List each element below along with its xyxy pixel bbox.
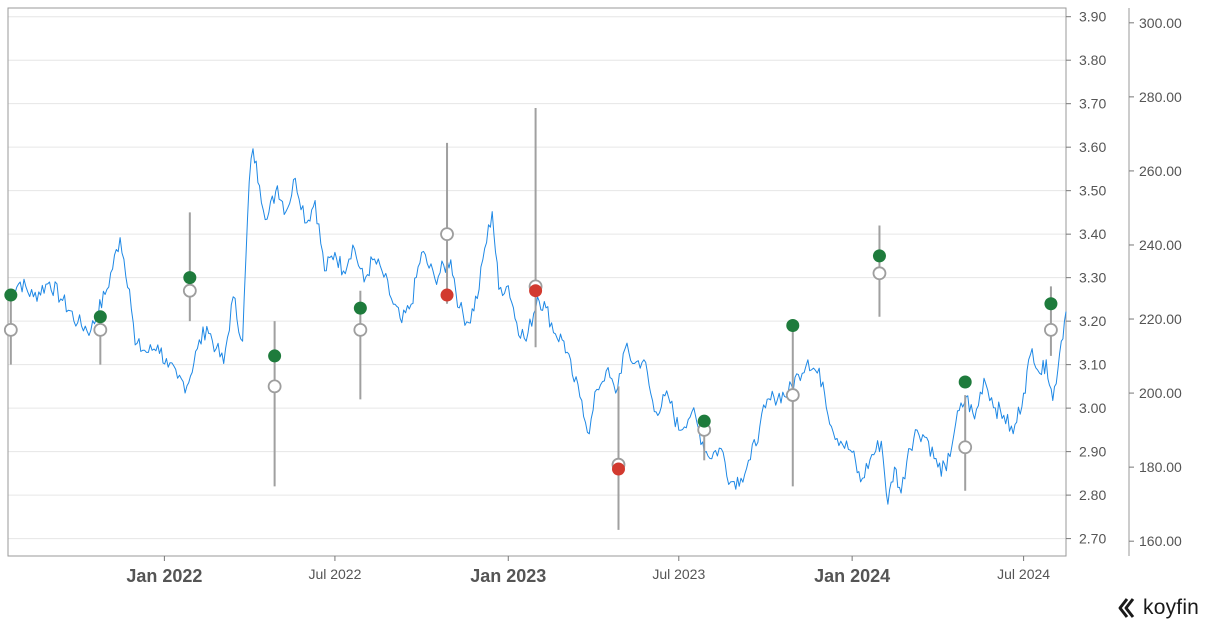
price-axis-tick-label: 180.00 [1139,459,1182,475]
eps-actual-beat-marker [183,271,197,285]
eps-events [3,108,1058,530]
price-series-line [7,148,1067,505]
eps-axis-tick-label: 3.50 [1079,183,1106,199]
x-axis-tick-label: Jul 2024 [997,566,1050,582]
eps-actual-beat-marker [1044,297,1058,311]
eps-axis-tick-label: 3.40 [1079,226,1106,242]
eps-estimate-marker [353,322,368,337]
eps-axis-tick-label: 3.10 [1079,357,1106,373]
x-axis: Jan 2022 Jul 2022 Jan 2023 Jul 2023 Jan 2024… [126,556,1050,586]
eps-estimate-marker [182,283,197,298]
x-axis-tick-label: Jan 2024 [814,566,890,586]
eps-actual-beat-marker [353,301,367,315]
eps-estimate-marker [440,227,454,242]
eps-actual-beat-marker [958,375,972,389]
x-axis-tick-label: Jul 2023 [652,566,705,582]
eps-axis-tick-label: 3.70 [1079,96,1106,112]
price-axis-tick-label: 300.00 [1139,15,1182,31]
eps-axis-tick-label: 3.80 [1079,52,1106,68]
eps-axis-tick-label: 2.70 [1079,531,1106,547]
plot-frame [7,7,1067,557]
x-axis-tick-label: Jan 2023 [470,566,546,586]
eps-estimate-marker [1044,322,1058,337]
grid-lines [8,16,1066,540]
eps-estimate-marker [3,322,18,337]
x-axis-tick-label: Jul 2022 [308,566,361,582]
price-axis-tick-label: 200.00 [1139,385,1182,401]
eps-axis-tick-label: 2.90 [1079,444,1106,460]
x-axis-tick-label: Jan 2022 [126,566,202,586]
eps-actual-beat-marker [268,349,282,363]
eps-actual-miss-marker [440,288,454,302]
price-axis-tick-label: 260.00 [1139,163,1182,179]
price-axis-tick-label: 160.00 [1139,533,1182,549]
eps-actual-beat-marker [93,310,107,324]
brand-name: koyfin [1143,596,1200,619]
eps-axis-tick-label: 3.20 [1079,313,1106,329]
eps-axis-tick-label: 3.90 [1079,9,1106,25]
price-axis-tick-label: 240.00 [1139,237,1182,253]
eps-actual-miss-marker [611,462,625,476]
eps-actual-miss-marker [529,284,543,298]
eps-estimate-marker [958,440,973,455]
eps-axis-tick-label: 3.60 [1079,139,1106,155]
eps-actual-beat-marker [872,249,886,263]
koyfin-logo-icon [1118,598,1135,618]
eps-actual-beat-marker [4,288,18,302]
eps-actual-beat-marker [786,318,800,332]
price-axis-tick-label: 220.00 [1139,311,1182,327]
eps-estimate-marker [267,379,282,394]
eps-estimate-marker [93,322,108,337]
eps-actual-beat-marker [697,414,711,428]
eps-axis-tick-label: 3.00 [1079,400,1106,416]
price-axis: 300.00 280.00 260.00 240.00 220.00 200.00 180.… [1129,15,1182,549]
eps-axis-tick-label: 2.80 [1079,487,1106,503]
eps-estimate-marker [785,388,800,402]
eps-axis-tick-label: 3.30 [1079,270,1106,286]
eps-estimate-marker [872,266,887,281]
price-axis-tick-label: 280.00 [1139,89,1182,105]
koyfin-brand[interactable]: koyfin [1118,596,1199,620]
eps-axis: 3.90 3.80 3.70 3.60 3.50 3.40 3.30 3.20 3.10 3.00… [1066,9,1106,547]
